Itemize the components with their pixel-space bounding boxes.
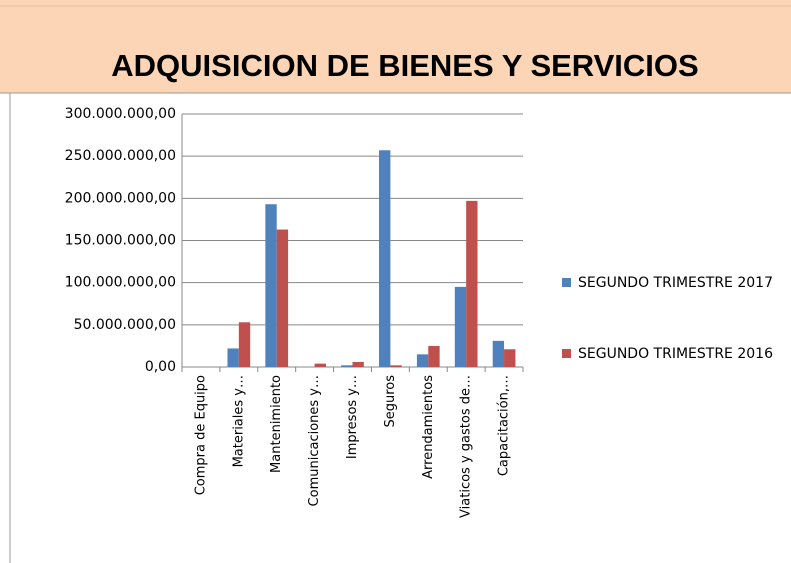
x-tick-label: Capacitación,… bbox=[497, 375, 512, 476]
x-tick-label: Seguros bbox=[383, 375, 398, 428]
x-tick-label: Mantenimiento bbox=[269, 375, 284, 473]
x-tick-label: Compra de Equipo bbox=[193, 375, 208, 495]
y-tick-label: 200.000.000,00 bbox=[65, 190, 176, 206]
bar bbox=[390, 365, 402, 367]
y-tick-label: 50.000.000,00 bbox=[74, 317, 176, 333]
bar bbox=[379, 150, 391, 367]
bar bbox=[314, 363, 326, 367]
bar bbox=[265, 204, 277, 367]
bar bbox=[466, 200, 478, 367]
chart-title: ADQUISICION DE BIENES Y SERVICIOS bbox=[111, 48, 698, 83]
y-tick-label: 300.000.000,00 bbox=[65, 106, 176, 122]
x-tick-label: Viaticos y gastos de… bbox=[459, 375, 474, 518]
x-tick-label: Arrendamientos bbox=[421, 375, 436, 479]
bar bbox=[504, 349, 516, 367]
bar bbox=[454, 286, 467, 367]
legend-swatch bbox=[562, 278, 571, 287]
y-tick-label: 0,00 bbox=[145, 359, 176, 375]
legend-entry: SEGUNDO TRIMESTRE 2016 bbox=[578, 346, 773, 362]
bar bbox=[276, 229, 289, 367]
legend-entry: SEGUNDO TRIMESTRE 2017 bbox=[578, 275, 773, 291]
bar bbox=[341, 365, 353, 367]
bar bbox=[428, 345, 440, 367]
bar bbox=[416, 354, 429, 367]
bar bbox=[238, 322, 251, 367]
bar bbox=[227, 348, 239, 367]
y-tick-label: 250.000.000,00 bbox=[65, 148, 176, 164]
bar bbox=[492, 340, 505, 367]
x-tick-label: Comunicaciones y… bbox=[307, 375, 322, 506]
x-tick-label: Impresos y… bbox=[345, 375, 360, 459]
title-band bbox=[0, 0, 791, 93]
bar bbox=[352, 361, 364, 367]
y-tick-label: 100.000.000,00 bbox=[65, 275, 176, 291]
legend-swatch bbox=[562, 349, 571, 358]
x-tick-label: Materiales y… bbox=[231, 375, 246, 467]
y-tick-label: 150.000.000,00 bbox=[65, 233, 176, 249]
